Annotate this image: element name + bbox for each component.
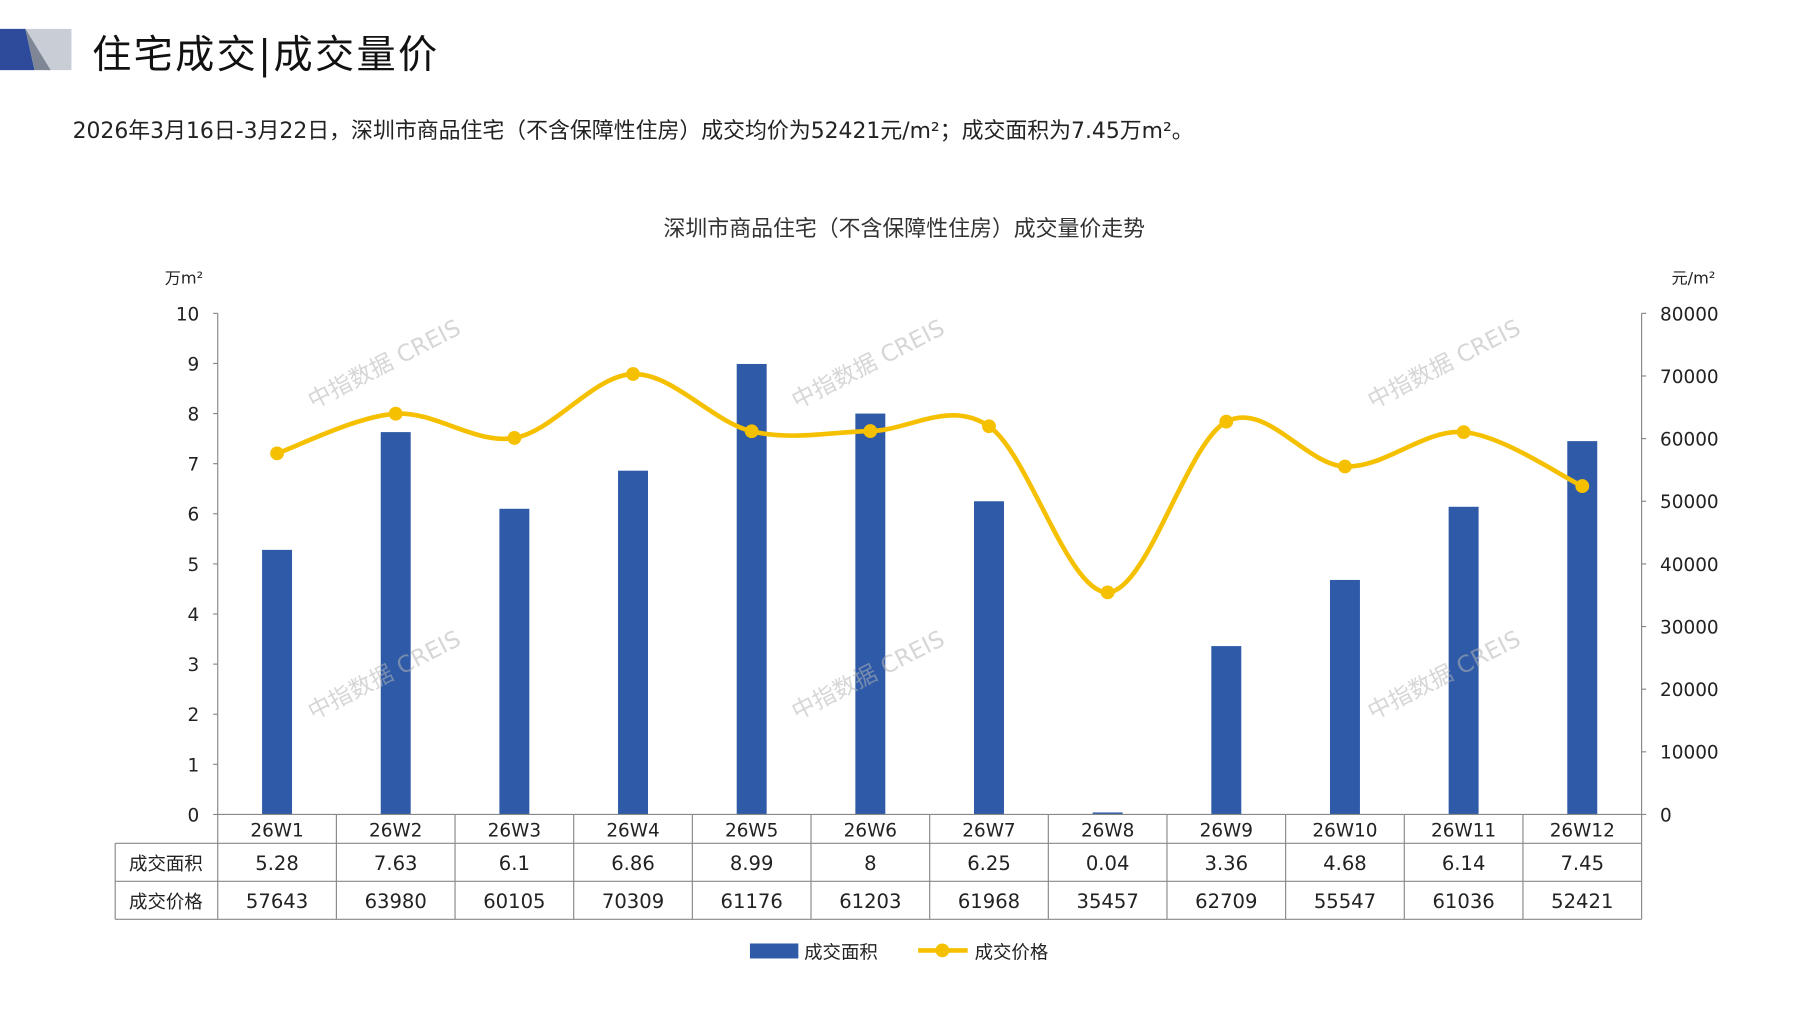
price-line	[276, 371, 1584, 595]
left-tick-label: 7	[188, 455, 200, 476]
right-tick-label: 40000	[1660, 555, 1719, 576]
area-value-cell: 6.14	[1442, 852, 1486, 875]
area-value-cell: 3.36	[1205, 852, 1249, 875]
category-label: 26W12	[1550, 820, 1615, 841]
right-tick-label: 10000	[1660, 743, 1719, 764]
area-value-cell: 7.45	[1560, 852, 1604, 875]
legend-line-label: 成交价格	[975, 942, 1049, 963]
chart-title: 深圳市商品住宅（不含保障性住房）成交量价走势	[663, 216, 1146, 242]
right-axis-unit: 元/m²	[1671, 269, 1716, 288]
table-row-label-area: 成交面积	[129, 854, 203, 875]
summary-text: 2026年3月16日-3月22日，深圳市商品住宅（不含保障性住房）成交均价为52…	[72, 118, 1194, 144]
price-point-26W10	[1338, 459, 1352, 474]
category-label: 26W11	[1431, 820, 1496, 841]
left-tick-label: 8	[188, 404, 200, 425]
right-tick-label: 60000	[1660, 430, 1719, 451]
legend-bar-label: 成交面积	[804, 942, 878, 963]
price-point-26W9	[1219, 414, 1234, 429]
area-value-cell: 6.86	[611, 852, 655, 875]
table-row-label-price: 成交价格	[129, 892, 203, 913]
price-value-cell: 35457	[1077, 890, 1139, 913]
category-label: 26W8	[1081, 820, 1134, 841]
price-value-cell: 52421	[1551, 890, 1613, 913]
category-label: 26W9	[1200, 820, 1253, 841]
price-value-cell: 60105	[483, 890, 545, 913]
page-title: 住宅成交|成交量价	[92, 32, 440, 79]
left-tick-label: 3	[188, 655, 200, 676]
bar-26W10	[1329, 579, 1360, 815]
left-tick-label: 10	[176, 304, 199, 325]
area-value-cell: 7.63	[374, 852, 418, 875]
left-tick-label: 4	[188, 605, 200, 626]
left-tick-label: 1	[188, 755, 200, 776]
bar-26W3	[499, 508, 530, 815]
bar-26W9	[1211, 646, 1242, 815]
category-label: 26W10	[1312, 820, 1377, 841]
price-value-cell: 61036	[1432, 890, 1494, 913]
area-value-cell: 6.1	[499, 852, 530, 875]
bar-26W5	[736, 363, 767, 815]
price-value-cell: 70309	[602, 890, 664, 913]
area-value-cell: 0.04	[1086, 852, 1130, 875]
price-value-cell: 61176	[721, 890, 783, 913]
area-value-cell: 5.28	[255, 852, 299, 875]
right-tick-label: 0	[1660, 805, 1672, 826]
price-point-26W6	[863, 424, 878, 439]
category-label: 26W5	[725, 820, 778, 841]
price-point-26W5	[744, 424, 759, 439]
bar-26W8	[1092, 812, 1123, 815]
right-tick-label: 20000	[1660, 680, 1719, 701]
bar-26W4	[618, 470, 648, 815]
left-tick-label: 6	[188, 505, 200, 526]
price-value-cell: 61968	[958, 890, 1020, 913]
price-point-26W7	[982, 419, 996, 434]
category-label: 26W4	[606, 820, 659, 841]
price-value-cell: 55547	[1314, 890, 1376, 913]
area-value-cell: 8.99	[730, 852, 774, 875]
right-tick-label: 70000	[1660, 367, 1719, 388]
category-label: 26W1	[250, 820, 303, 841]
bar-26W7	[974, 501, 1004, 815]
category-label: 26W3	[488, 820, 541, 841]
right-tick-label: 50000	[1660, 492, 1719, 513]
category-label: 26W7	[962, 820, 1015, 841]
right-tick-label: 30000	[1660, 617, 1719, 638]
category-label: 26W6	[844, 820, 897, 841]
price-value-cell: 61203	[839, 890, 901, 913]
left-tick-label: 2	[188, 705, 200, 726]
legend-line-marker	[935, 943, 950, 958]
price-point-26W1	[270, 446, 284, 461]
left-axis-unit: 万m²	[164, 269, 204, 288]
bar-26W1	[262, 549, 293, 815]
legend-bar-swatch	[749, 943, 799, 959]
price-value-cell: 57643	[246, 890, 308, 913]
header-decoration-icon	[0, 28, 72, 71]
bar-26W6	[855, 413, 886, 815]
bar-26W2	[380, 432, 411, 815]
right-tick-label: 80000	[1660, 304, 1719, 325]
area-value-cell: 6.25	[967, 852, 1011, 875]
bar-26W11	[1448, 506, 1479, 815]
price-point-26W12	[1575, 479, 1590, 494]
price-value-cell: 62709	[1195, 890, 1257, 913]
price-point-26W2	[388, 406, 403, 421]
price-point-26W4	[626, 367, 640, 381]
left-tick-label: 9	[188, 354, 200, 375]
price-value-cell: 63980	[365, 890, 427, 913]
price-point-26W3	[507, 431, 522, 445]
area-value-cell: 8	[864, 852, 876, 875]
price-point-26W8	[1100, 585, 1115, 600]
price-point-26W11	[1456, 425, 1471, 440]
left-tick-label: 5	[188, 555, 200, 576]
area-value-cell: 4.68	[1323, 852, 1367, 875]
bar-26W12	[1567, 441, 1598, 815]
category-label: 26W2	[369, 820, 422, 841]
left-tick-label: 0	[188, 805, 200, 826]
